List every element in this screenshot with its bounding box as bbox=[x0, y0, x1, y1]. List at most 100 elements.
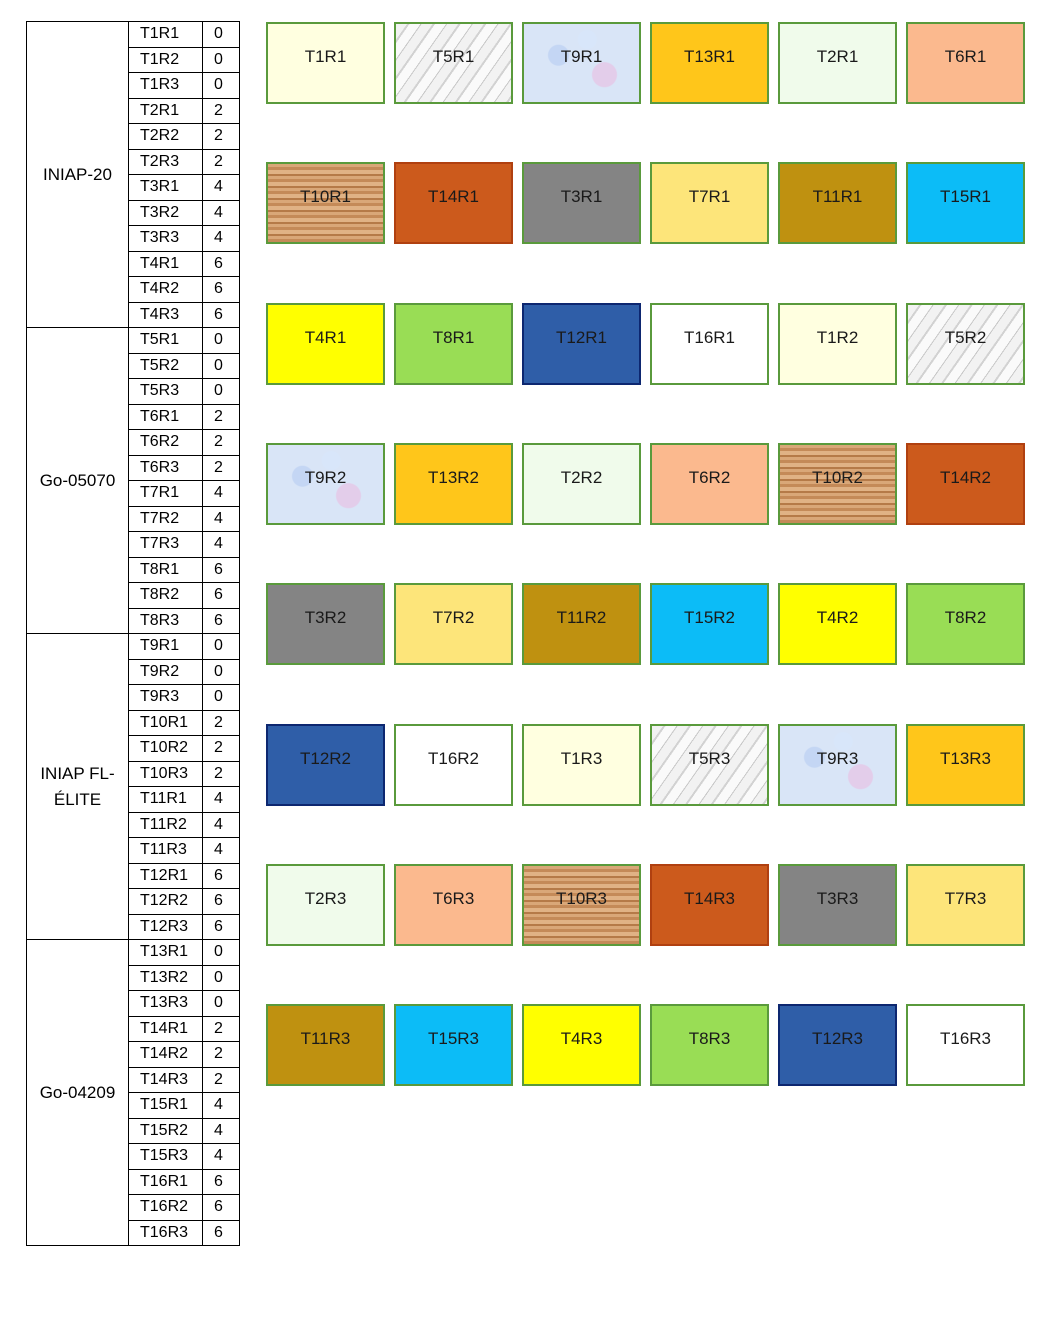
plot-cell: T1R2 bbox=[778, 303, 897, 385]
treatment-code-cell: T2R2 bbox=[128, 123, 203, 150]
plot-label: T1R3 bbox=[560, 749, 603, 768]
dose-cell: 0 bbox=[202, 378, 240, 405]
table-row: T9R2 0 bbox=[27, 658, 240, 685]
table-row: T15R1 4 bbox=[27, 1092, 240, 1119]
treatment-code-cell: T8R2 bbox=[128, 582, 203, 609]
plot-cell: T7R3 bbox=[906, 864, 1025, 946]
plot-cell: T2R3 bbox=[266, 864, 385, 946]
treatment-code-cell: T9R1 bbox=[128, 633, 203, 660]
dose-cell: 2 bbox=[202, 709, 240, 736]
treatment-code-cell: T6R2 bbox=[128, 429, 203, 456]
variety-cell: Go-05070 bbox=[26, 327, 129, 634]
treatment-table: INIAP-20 T1R1 0 T1R2 0 T1R3 0 T2R1 2 T2R2 2 T2R3 2 T3… bbox=[26, 21, 240, 1246]
treatment-code-cell: T7R1 bbox=[128, 480, 203, 507]
plot-cell: T16R3 bbox=[906, 1004, 1025, 1086]
plot-cell: T2R2 bbox=[522, 443, 641, 525]
table-row: INIAP FL- ÉLITE T9R1 0 bbox=[26, 633, 240, 940]
plot-label: T1R2 bbox=[816, 328, 859, 347]
dose-cell: 0 bbox=[202, 939, 240, 966]
treatment-code-cell: T14R3 bbox=[128, 1066, 203, 1093]
table-row: T8R1 6 bbox=[27, 556, 240, 583]
plot-cell: T8R2 bbox=[906, 583, 1025, 665]
treatment-code-cell: T15R2 bbox=[128, 1117, 203, 1144]
treatment-code-cell: T5R1 bbox=[128, 327, 203, 354]
plot-cell: T3R3 bbox=[778, 864, 897, 946]
plot-label: T11R1 bbox=[812, 187, 863, 206]
dose-cell: 6 bbox=[202, 250, 240, 277]
dose-cell: 4 bbox=[202, 199, 240, 226]
plot-label: T15R1 bbox=[939, 187, 992, 206]
dose-cell: 4 bbox=[202, 1143, 240, 1170]
dose-cell: 2 bbox=[202, 123, 240, 150]
plot-cell: T8R3 bbox=[650, 1004, 769, 1086]
plot-cell: T1R1 bbox=[266, 22, 385, 104]
dose-cell: 4 bbox=[202, 480, 240, 507]
plot-label: T16R3 bbox=[939, 1029, 992, 1048]
plot-cell: T16R2 bbox=[394, 724, 513, 806]
treatment-code-cell: T11R2 bbox=[128, 811, 203, 838]
plot-cell: T14R2 bbox=[906, 443, 1025, 525]
table-row: T6R2 2 bbox=[27, 429, 240, 456]
treatment-code-cell: T1R3 bbox=[128, 72, 203, 99]
table-row: T10R1 2 bbox=[27, 709, 240, 736]
plot-cell: T14R1 bbox=[394, 162, 513, 244]
treatment-code-cell: T10R3 bbox=[128, 760, 203, 787]
variety-cell: INIAP-20 bbox=[26, 21, 129, 328]
dose-cell: 4 bbox=[202, 786, 240, 813]
plot-label: T16R2 bbox=[427, 749, 480, 768]
plot-label: T15R2 bbox=[683, 608, 736, 627]
treatment-code-cell: T12R3 bbox=[128, 913, 203, 940]
plot-cell: T11R3 bbox=[266, 1004, 385, 1086]
plot-label: T9R1 bbox=[560, 47, 603, 66]
dose-cell: 4 bbox=[202, 225, 240, 252]
treatment-code-cell: T15R3 bbox=[128, 1143, 203, 1170]
treatment-code-cell: T16R1 bbox=[128, 1168, 203, 1195]
table-row: T16R2 6 bbox=[27, 1194, 240, 1221]
dose-cell: 6 bbox=[202, 1168, 240, 1195]
plot-label: T13R1 bbox=[683, 47, 736, 66]
treatment-code-cell: T8R1 bbox=[128, 556, 203, 583]
dose-cell: 0 bbox=[202, 327, 240, 354]
plot-label: T14R2 bbox=[939, 468, 992, 487]
dose-cell: 2 bbox=[202, 403, 240, 430]
plot-cell: T14R3 bbox=[650, 864, 769, 946]
plot-cell: T5R3 bbox=[650, 724, 769, 806]
plot-cell: T4R3 bbox=[522, 1004, 641, 1086]
table-row: T2R1 2 bbox=[27, 97, 240, 124]
plot-label: T12R1 bbox=[555, 328, 608, 347]
plot-cell: T16R1 bbox=[650, 303, 769, 385]
plot-label: T7R2 bbox=[432, 608, 475, 627]
plot-label: T10R2 bbox=[811, 468, 864, 487]
treatment-code-cell: T8R3 bbox=[128, 607, 203, 634]
plot-cell: T3R1 bbox=[522, 162, 641, 244]
variety-cell: Go-04209 bbox=[26, 939, 129, 1246]
dose-cell: 4 bbox=[202, 1117, 240, 1144]
dose-cell: 2 bbox=[202, 1041, 240, 1068]
dose-cell: 4 bbox=[202, 505, 240, 532]
plot-cell: T15R3 bbox=[394, 1004, 513, 1086]
treatment-code-cell: T11R3 bbox=[128, 837, 203, 864]
dose-cell: 0 bbox=[202, 352, 240, 379]
plot-label: T10R3 bbox=[555, 889, 608, 908]
table-row: T5R2 0 bbox=[27, 352, 240, 379]
plot-cell: T10R1 bbox=[266, 162, 385, 244]
plot-cell: T15R2 bbox=[650, 583, 769, 665]
plot-label: T6R3 bbox=[432, 889, 475, 908]
plot-label: T12R3 bbox=[811, 1029, 864, 1048]
plot-label: T4R2 bbox=[816, 608, 859, 627]
plot-cell: T12R1 bbox=[522, 303, 641, 385]
plot-cell: T11R2 bbox=[522, 583, 641, 665]
dose-cell: 2 bbox=[202, 735, 240, 762]
plot-label: T8R3 bbox=[688, 1029, 731, 1048]
dose-cell: 6 bbox=[202, 862, 240, 889]
plot-label: T15R3 bbox=[427, 1029, 480, 1048]
dose-cell: 6 bbox=[202, 301, 240, 328]
plot-label: T4R1 bbox=[304, 328, 347, 347]
plot-cell: T5R2 bbox=[906, 303, 1025, 385]
dose-cell: 2 bbox=[202, 1066, 240, 1093]
plot-cell: T4R1 bbox=[266, 303, 385, 385]
plot-label: T4R3 bbox=[560, 1029, 603, 1048]
plot-cell: T7R2 bbox=[394, 583, 513, 665]
plot-label: T14R1 bbox=[427, 187, 480, 206]
plot-label: T13R2 bbox=[427, 468, 480, 487]
